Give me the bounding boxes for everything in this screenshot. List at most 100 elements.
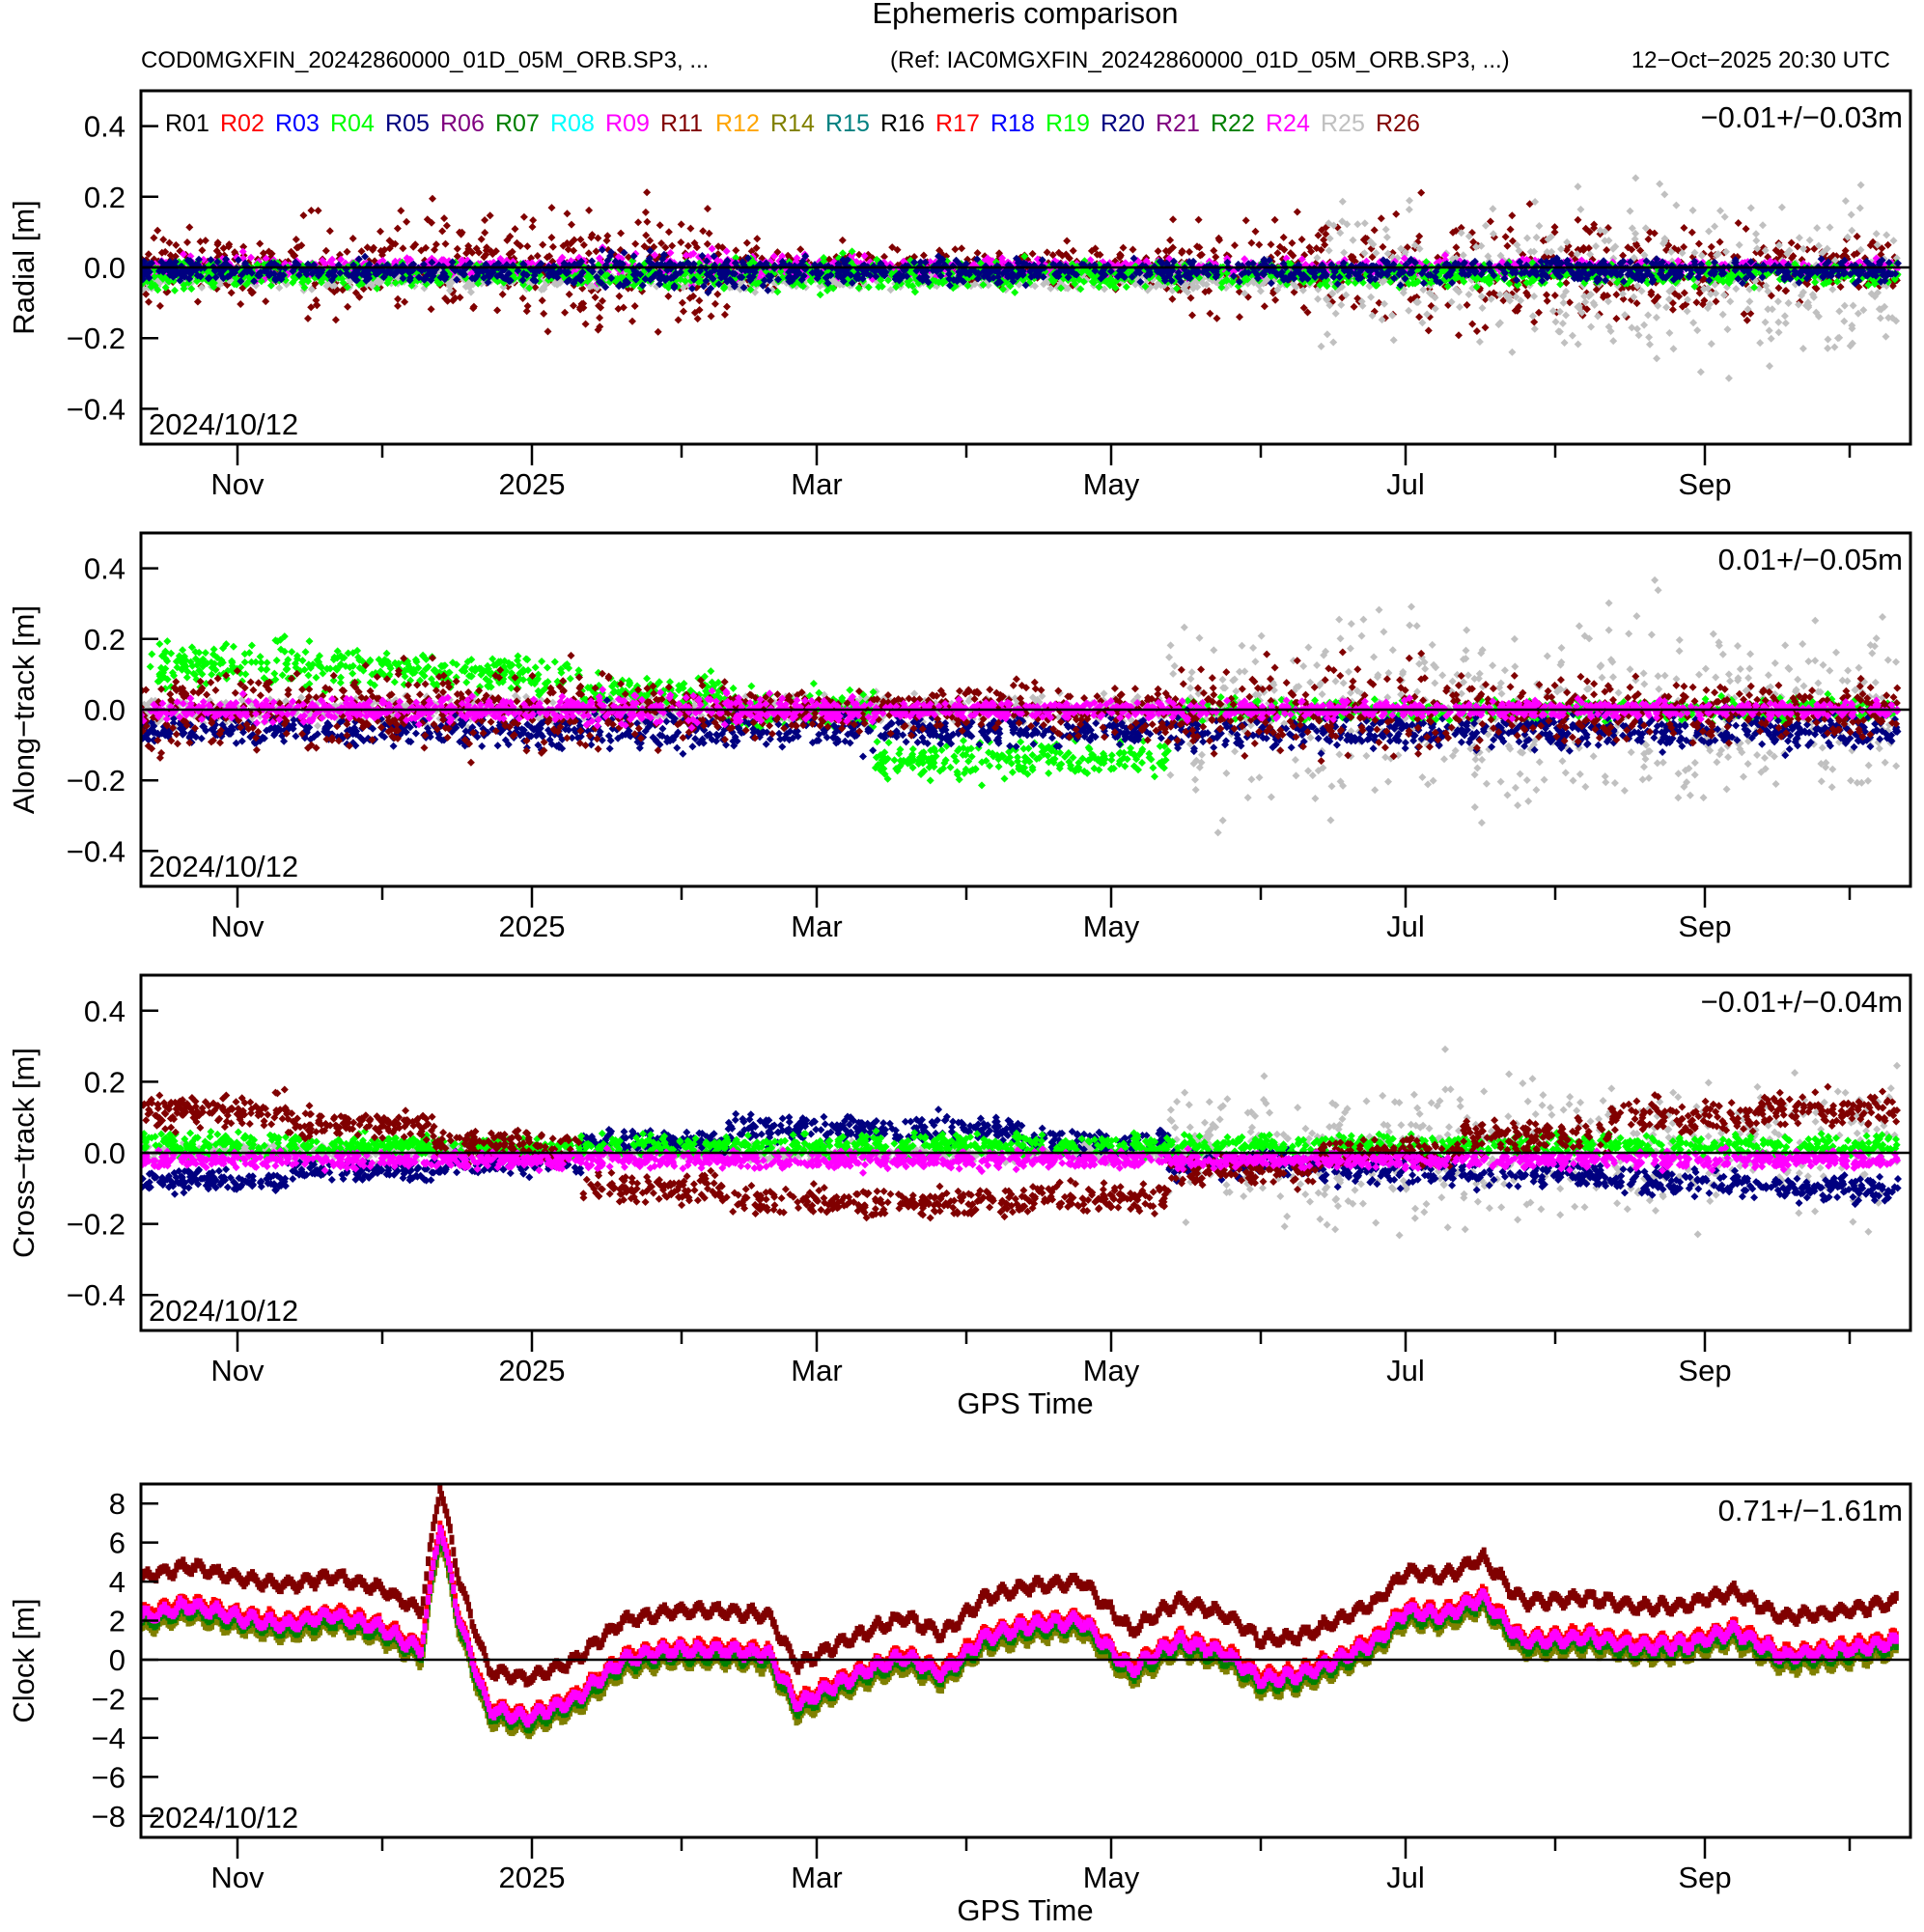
data-point bbox=[1288, 238, 1297, 247]
data-point bbox=[1694, 239, 1703, 248]
data-point bbox=[1734, 219, 1743, 227]
data-point bbox=[1864, 281, 1873, 290]
data-point bbox=[1456, 303, 1464, 311]
data-point bbox=[1646, 340, 1654, 349]
data-point bbox=[1587, 322, 1596, 331]
data-point bbox=[631, 239, 640, 248]
data-point bbox=[592, 247, 600, 256]
data-point bbox=[1528, 312, 1537, 321]
data-point bbox=[256, 239, 265, 248]
data-point bbox=[1799, 288, 1807, 296]
data-point bbox=[651, 251, 659, 260]
data-point bbox=[313, 300, 321, 309]
data-point bbox=[1601, 227, 1609, 236]
data-point bbox=[1468, 320, 1477, 328]
data-point bbox=[1688, 206, 1697, 214]
data-point bbox=[919, 251, 928, 260]
data-point bbox=[1628, 323, 1636, 332]
data-point bbox=[393, 224, 402, 233]
data-point bbox=[325, 227, 334, 236]
data-point bbox=[1563, 238, 1572, 246]
data-point bbox=[1031, 282, 1040, 291]
data-point bbox=[561, 308, 570, 317]
data-point bbox=[442, 221, 451, 230]
data-point bbox=[674, 316, 683, 324]
data-point bbox=[703, 239, 711, 248]
data-point bbox=[343, 283, 351, 292]
data-point bbox=[1417, 188, 1426, 197]
data-point bbox=[1323, 294, 1330, 303]
data-point bbox=[753, 235, 762, 243]
data-point bbox=[1873, 240, 1882, 249]
data-point bbox=[1654, 301, 1662, 310]
data-point bbox=[1512, 293, 1520, 301]
data-point bbox=[1472, 242, 1480, 251]
data-point bbox=[1463, 300, 1471, 309]
data-point bbox=[1071, 280, 1079, 288]
data-point bbox=[438, 227, 447, 236]
data-point bbox=[1325, 301, 1334, 310]
data-point bbox=[1455, 288, 1464, 296]
data-point bbox=[1866, 241, 1875, 250]
data-point bbox=[1764, 305, 1772, 314]
data-point bbox=[1659, 239, 1667, 248]
data-point bbox=[1459, 251, 1467, 260]
data-point bbox=[1380, 299, 1388, 308]
data-point bbox=[1621, 311, 1630, 320]
data-point bbox=[1161, 246, 1170, 255]
data-point bbox=[1357, 297, 1366, 306]
data-point bbox=[1604, 237, 1613, 245]
data-point bbox=[1609, 244, 1617, 253]
data-point bbox=[1680, 289, 1688, 297]
data-point bbox=[1693, 326, 1702, 335]
data-point bbox=[584, 249, 593, 258]
data-point bbox=[543, 253, 551, 262]
data-point bbox=[1824, 335, 1832, 344]
data-point bbox=[1805, 236, 1814, 244]
data-point bbox=[588, 231, 597, 239]
data-point bbox=[1405, 206, 1413, 213]
data-point bbox=[958, 244, 966, 253]
data-point bbox=[1317, 342, 1325, 350]
data-point bbox=[1313, 254, 1322, 262]
data-point bbox=[1882, 231, 1891, 239]
data-point bbox=[1323, 330, 1331, 339]
data-point bbox=[682, 251, 690, 260]
data-point bbox=[1482, 221, 1490, 230]
data-point bbox=[1062, 250, 1071, 259]
data-point bbox=[369, 245, 376, 254]
data-point bbox=[391, 279, 400, 287]
data-point bbox=[427, 305, 435, 314]
data-point bbox=[1522, 278, 1531, 287]
data-point bbox=[553, 280, 561, 289]
data-point bbox=[198, 246, 207, 255]
data-point bbox=[468, 248, 477, 257]
data-point bbox=[678, 298, 686, 307]
data-point bbox=[161, 283, 170, 292]
data-point bbox=[518, 294, 527, 302]
data-point bbox=[654, 327, 662, 336]
data-point bbox=[1847, 210, 1855, 219]
data-point bbox=[752, 243, 761, 252]
data-point bbox=[1680, 224, 1688, 232]
data-point bbox=[1011, 288, 1019, 296]
data-point bbox=[1271, 295, 1280, 304]
data-point bbox=[299, 211, 308, 220]
data-point bbox=[1377, 214, 1385, 223]
data-point bbox=[1752, 230, 1760, 238]
data-point bbox=[838, 236, 847, 244]
data-point bbox=[711, 299, 719, 308]
data-point bbox=[617, 229, 626, 238]
data-point bbox=[1624, 243, 1632, 252]
data-point bbox=[1212, 253, 1220, 262]
data-point bbox=[693, 315, 702, 323]
data-point bbox=[1557, 245, 1565, 253]
data-point bbox=[860, 252, 869, 260]
data-point bbox=[1889, 237, 1898, 245]
data-point bbox=[523, 302, 532, 310]
data-point bbox=[1169, 215, 1178, 224]
data-point bbox=[1260, 302, 1269, 311]
data-point bbox=[563, 210, 572, 218]
